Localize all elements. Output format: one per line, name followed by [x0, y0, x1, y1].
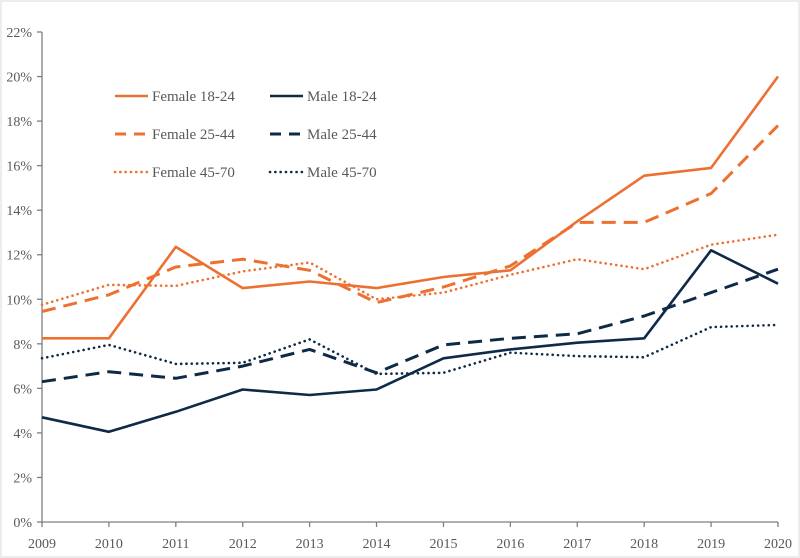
y-tick-label: 12% — [6, 249, 32, 264]
y-tick-label: 14% — [6, 204, 32, 219]
y-tick-label: 22% — [6, 26, 32, 41]
y-tick-label: 4% — [13, 427, 32, 442]
x-tick-label: 2019 — [697, 537, 725, 552]
x-tick-label: 2015 — [429, 537, 457, 552]
y-tick-label: 20% — [6, 71, 32, 86]
series-line-female-45-70 — [40, 233, 780, 307]
x-tick-label: 2013 — [296, 537, 324, 552]
x-tick-label: 2009 — [28, 537, 56, 552]
x-tick-label: 2017 — [563, 537, 591, 552]
x-tick-label: 2010 — [95, 537, 123, 552]
x-axis: 2009 2010 2011 2012 2013 2014 2015 2016 2017 2018… — [28, 521, 792, 552]
legend-item-male-18-24: Male 18-24 — [270, 89, 377, 105]
legend-label: Female 45-70 — [152, 165, 235, 181]
x-tick-label: 2014 — [363, 537, 391, 552]
x-tick-label: 2016 — [496, 537, 524, 552]
series-layer — [40, 75, 780, 434]
legend-label: Female 18-24 — [152, 89, 235, 105]
y-tick-label: 10% — [6, 293, 32, 308]
y-tick-label: 0% — [13, 516, 32, 531]
legend-item-male-25-44: Male 25-44 — [270, 127, 377, 143]
legend-label: Female 25-44 — [152, 127, 235, 143]
series-line-male-18-24 — [41, 249, 779, 434]
x-tick-label: 2011 — [162, 537, 189, 552]
legend-item-female-25-44: Female 25-44 — [115, 127, 235, 143]
legend-label: Male 25-44 — [307, 127, 377, 143]
legend-item-male-45-70: Male 45-70 — [268, 165, 377, 181]
series-line-male-25-44 — [41, 267, 779, 384]
y-tick-label: 6% — [13, 382, 32, 397]
y-tick-label: 18% — [6, 115, 32, 130]
series-line-male-45-70 — [40, 323, 780, 376]
x-tick-label: 2012 — [229, 537, 257, 552]
series-line-female-18-24 — [42, 75, 780, 340]
series-line-female-25-44 — [41, 124, 780, 313]
legend: Female 18-24 Male 18-24 Female 25-44 Male 2… — [113, 89, 377, 181]
legend-item-female-45-70: Female 45-70 — [113, 165, 235, 181]
y-tick-label: 2% — [13, 471, 32, 486]
legend-item-female-18-24: Female 18-24 — [115, 89, 235, 105]
y-axis: 0% 2% 4% 6% 8% 10% 12% 14% 16% 18% 20% 22% — [6, 26, 43, 531]
legend-label: Male 18-24 — [307, 89, 377, 105]
x-tick-label: 2020 — [764, 537, 792, 552]
x-tick-label: 2018 — [630, 537, 658, 552]
y-tick-label: 16% — [6, 160, 32, 175]
legend-label: Male 45-70 — [307, 165, 377, 181]
y-tick-label: 8% — [13, 338, 32, 353]
